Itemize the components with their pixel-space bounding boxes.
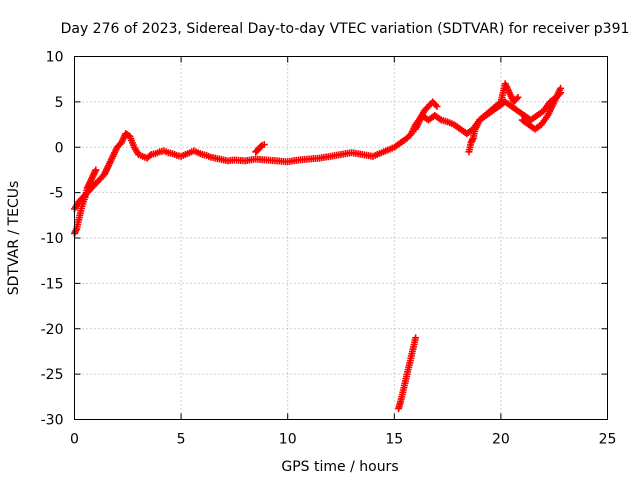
data-point <box>146 152 154 160</box>
series-track-g <box>518 84 565 133</box>
data-points <box>71 80 565 413</box>
y-axis-label: SDTVAR / TECUs <box>6 181 22 296</box>
data-point <box>432 101 440 109</box>
grid <box>74 56 608 420</box>
data-point <box>260 141 268 149</box>
y-tick-label: 10 <box>46 50 64 66</box>
x-tick-label: 10 <box>279 432 297 448</box>
series-track-d <box>412 98 441 133</box>
series-track-a <box>71 166 100 237</box>
x-axis: 0 5 10 15 20 25 <box>70 56 617 448</box>
y-tick-label: -25 <box>41 367 64 383</box>
data-point <box>514 93 522 101</box>
plot-frame <box>74 56 608 420</box>
x-axis-label: GPS time / hours <box>281 459 398 475</box>
data-point <box>412 334 420 342</box>
series-track-e <box>465 80 522 156</box>
y-axis: 10 5 0 -5 -10 -15 -20 -25 -30 <box>41 50 608 429</box>
data-point <box>433 102 441 110</box>
series-track-c <box>395 334 420 413</box>
x-tick-label: 20 <box>492 432 510 448</box>
series-track-f <box>252 141 268 156</box>
x-tick-label: 0 <box>70 432 79 448</box>
y-tick-label: -30 <box>41 413 64 429</box>
data-point <box>557 84 565 92</box>
x-tick-label: 5 <box>177 432 186 448</box>
y-tick-label: -5 <box>50 186 64 202</box>
y-tick-label: 0 <box>55 140 64 156</box>
y-tick-label: 5 <box>55 95 64 111</box>
data-point <box>92 166 100 174</box>
y-tick-label: -15 <box>41 276 64 292</box>
chart-title: Day 276 of 2023, Sidereal Day-to-day VTE… <box>61 21 630 37</box>
x-tick-label: 15 <box>385 432 403 448</box>
x-tick-label: 25 <box>599 432 617 448</box>
series-track-b <box>71 89 565 213</box>
y-tick-label: -10 <box>41 231 64 247</box>
data-point <box>513 95 521 103</box>
y-tick-label: -20 <box>41 322 64 338</box>
